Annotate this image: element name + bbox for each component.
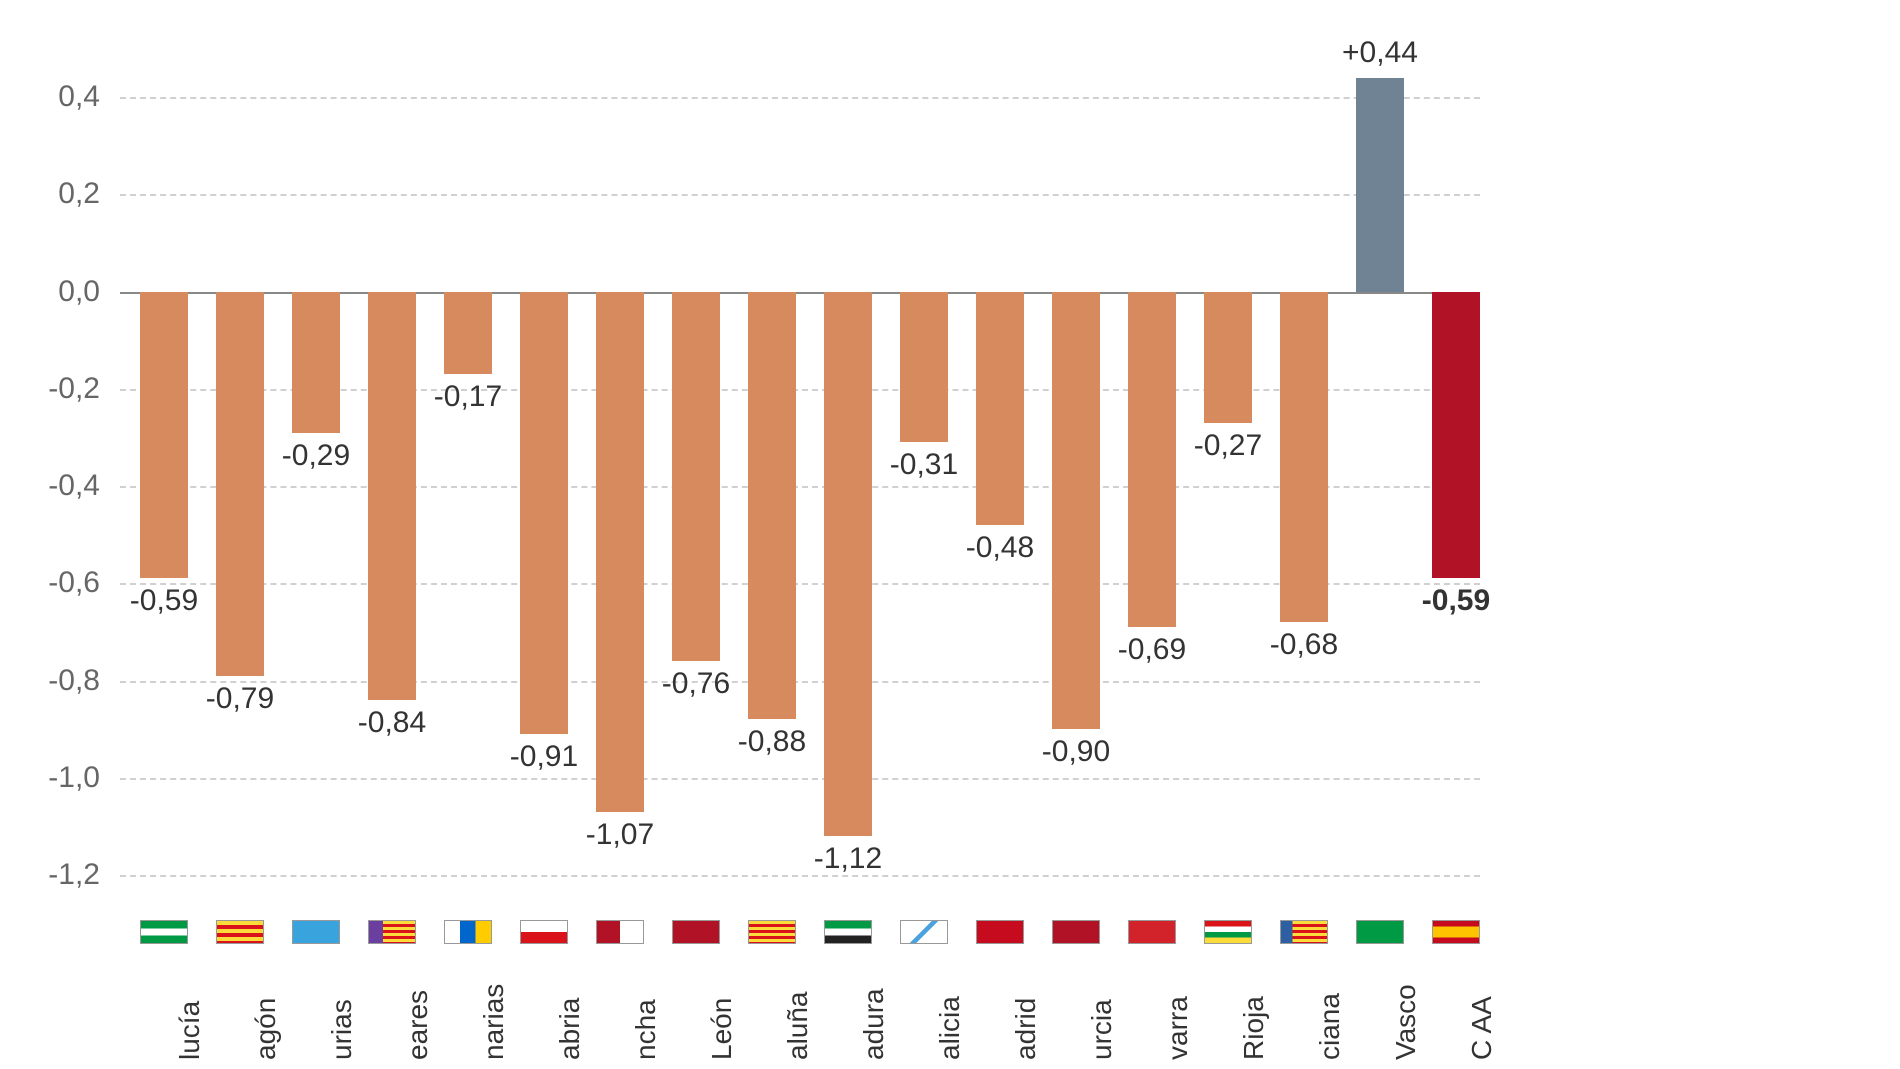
bar-value-label: -0,17 — [408, 380, 528, 414]
bar-chart: 0,4 0,2 0,0 -0,2 -0,4 -0,6 -0,8 -1,0 -1,2 -0,59 lu… — [0, 0, 1900, 1069]
flag-icon — [748, 920, 796, 944]
bar — [672, 292, 720, 661]
flag-icon — [216, 920, 264, 944]
flag-icon — [520, 920, 568, 944]
bar — [368, 292, 416, 700]
bar-value-label: -0,90 — [1016, 735, 1136, 769]
y-tick-label: -0,6 — [0, 566, 100, 600]
flag-icon — [1052, 920, 1100, 944]
bar — [444, 292, 492, 375]
bar — [520, 292, 568, 734]
flag-icon — [900, 920, 948, 944]
bar-value-label: -1,12 — [788, 842, 908, 876]
y-tick-label: 0,0 — [0, 275, 100, 309]
flag-icon — [1128, 920, 1176, 944]
bar — [900, 292, 948, 443]
x-category-label: Vasco — [1390, 984, 1422, 1060]
bar-value-label: -0,31 — [864, 448, 984, 482]
y-tick-label: -1,0 — [0, 761, 100, 795]
bar — [824, 292, 872, 836]
y-tick-label: -0,4 — [0, 469, 100, 503]
x-category-label: lucía — [174, 1001, 206, 1060]
y-tick-label: -1,2 — [0, 858, 100, 892]
flag-icon — [824, 920, 872, 944]
x-category-label: León — [706, 998, 738, 1060]
x-category-label: narias — [478, 984, 510, 1060]
x-category-label: agón — [250, 998, 282, 1060]
y-tick-label: -0,2 — [0, 372, 100, 406]
flag-icon — [292, 920, 340, 944]
flag-icon — [1356, 920, 1404, 944]
x-category-label: Rioja — [1238, 996, 1270, 1060]
flag-icon — [444, 920, 492, 944]
flag-icon — [672, 920, 720, 944]
bar-value-label: -0,68 — [1244, 628, 1364, 662]
flag-icon — [368, 920, 416, 944]
bar — [1356, 78, 1404, 292]
x-category-label: eares — [402, 990, 434, 1060]
flag-icon — [596, 920, 644, 944]
bar-value-label: -0,84 — [332, 706, 452, 740]
x-category-label: urcia — [1086, 999, 1118, 1060]
grid-line — [120, 681, 1480, 683]
bar — [216, 292, 264, 676]
bar — [596, 292, 644, 812]
bar-value-label: -0,69 — [1092, 633, 1212, 667]
flag-icon — [1204, 920, 1252, 944]
bar-value-label: -0,29 — [256, 439, 376, 473]
bar — [292, 292, 340, 433]
grid-line — [120, 486, 1480, 488]
bar-value-label: -0,91 — [484, 740, 604, 774]
x-category-label: C AA — [1466, 996, 1498, 1060]
y-tick-label: -0,8 — [0, 664, 100, 698]
y-tick-label: 0,2 — [0, 177, 100, 211]
grid-line — [120, 97, 1480, 99]
bar — [1280, 292, 1328, 623]
flag-icon — [1432, 920, 1480, 944]
x-category-label: ciana — [1314, 993, 1346, 1060]
x-category-label: abria — [554, 998, 586, 1060]
grid-line — [120, 194, 1480, 196]
grid-line — [120, 778, 1480, 780]
bar — [1432, 292, 1480, 579]
bar-value-label: -1,07 — [560, 818, 680, 852]
bar-value-label: -0,79 — [180, 682, 300, 716]
x-category-label: alicia — [934, 996, 966, 1060]
bar — [140, 292, 188, 579]
bar-value-label: -0,59 — [1396, 584, 1516, 618]
bar — [1204, 292, 1252, 423]
bar-value-label: -0,48 — [940, 531, 1060, 565]
x-category-label: adura — [858, 988, 890, 1060]
x-category-label: varra — [1162, 996, 1194, 1060]
bar-value-label: +0,44 — [1320, 36, 1440, 70]
bar — [748, 292, 796, 720]
bar-value-label: -0,88 — [712, 725, 832, 759]
bar-value-label: -0,59 — [104, 584, 224, 618]
bar — [976, 292, 1024, 525]
bar-value-label: -0,76 — [636, 667, 756, 701]
bar-value-label: -0,27 — [1168, 429, 1288, 463]
flag-icon — [140, 920, 188, 944]
x-category-label: aluña — [782, 991, 814, 1060]
grid-line — [120, 583, 1480, 585]
y-tick-label: 0,4 — [0, 80, 100, 114]
x-category-label: adrid — [1010, 998, 1042, 1060]
x-category-label: urias — [326, 999, 358, 1060]
x-category-label: ncha — [630, 999, 662, 1060]
flag-icon — [976, 920, 1024, 944]
flag-icon — [1280, 920, 1328, 944]
